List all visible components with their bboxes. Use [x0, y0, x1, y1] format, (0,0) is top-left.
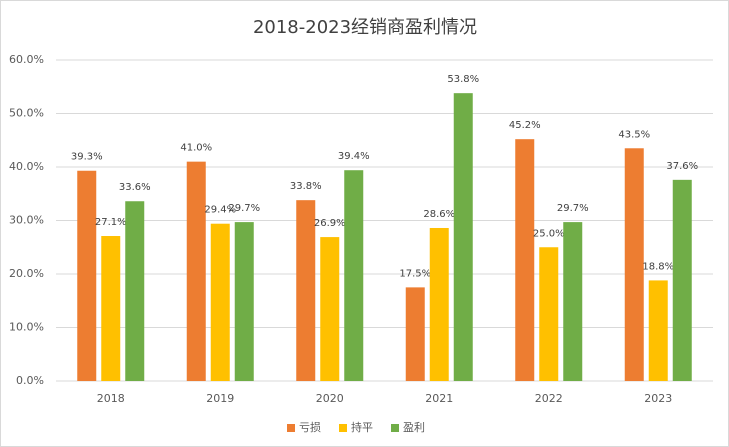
x-tick-label: 2022 — [535, 392, 563, 405]
x-tick-label: 2018 — [97, 392, 125, 405]
x-tick-label: 2021 — [425, 392, 453, 405]
bar — [125, 201, 145, 381]
value-label: 17.5% — [399, 268, 431, 279]
x-tick-label: 2019 — [206, 392, 234, 405]
bar — [563, 222, 583, 381]
value-label: 29.7% — [228, 203, 260, 214]
bar — [429, 227, 449, 381]
chart-title: 2018-2023经销商盈利情况 — [253, 17, 477, 38]
bar — [672, 179, 692, 381]
value-label: 25.0% — [533, 228, 565, 239]
value-label: 29.4% — [204, 205, 236, 216]
y-tick-label: 30.0% — [9, 214, 44, 227]
value-label: 29.7% — [557, 203, 589, 214]
value-label: 43.5% — [618, 129, 650, 140]
value-label: 33.8% — [290, 181, 322, 192]
value-label: 37.6% — [666, 161, 698, 172]
bar — [648, 280, 668, 381]
bar — [624, 148, 644, 381]
legend-label: 盈利 — [403, 421, 425, 434]
bar — [539, 247, 559, 381]
legend-swatch — [287, 424, 295, 432]
value-label: 28.6% — [423, 209, 455, 220]
bar — [234, 222, 254, 381]
legend-label: 亏损 — [299, 420, 321, 434]
value-label: 41.0% — [180, 143, 212, 154]
x-tick-label: 2023 — [644, 392, 672, 405]
bar — [101, 236, 121, 381]
x-tick-label: 2020 — [316, 392, 344, 405]
value-label: 39.4% — [338, 151, 370, 162]
y-tick-label: 50.0% — [9, 107, 44, 120]
bar — [453, 93, 473, 382]
legend-swatch — [391, 424, 399, 432]
bar — [344, 170, 364, 381]
y-tick-label: 20.0% — [9, 267, 44, 280]
bar — [77, 170, 97, 381]
value-label: 39.3% — [71, 152, 103, 163]
value-label: 18.8% — [642, 261, 674, 272]
legend-swatch — [339, 424, 347, 432]
y-tick-label: 60.0% — [9, 53, 44, 66]
legend-label: 持平 — [351, 420, 373, 434]
bar — [515, 139, 535, 381]
value-label: 33.6% — [119, 182, 151, 193]
y-tick-label: 0.0% — [16, 374, 44, 387]
y-tick-label: 40.0% — [9, 160, 44, 173]
bar — [320, 237, 340, 381]
bar — [210, 223, 230, 381]
bar — [405, 287, 425, 381]
value-label: 53.8% — [447, 74, 479, 85]
y-tick-label: 10.0% — [9, 321, 44, 334]
bar — [296, 200, 316, 381]
value-label: 26.9% — [314, 218, 346, 229]
value-label: 45.2% — [509, 120, 541, 131]
value-label: 27.1% — [95, 217, 127, 228]
bar — [186, 161, 206, 381]
